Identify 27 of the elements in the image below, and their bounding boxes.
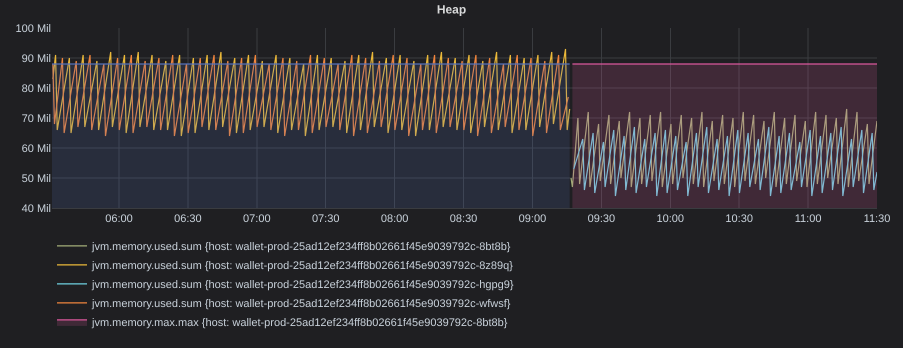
line-series: [573, 126, 877, 197]
x-tick-label: 10:30: [725, 213, 753, 226]
legend-label: jvm.memory.used.sum {host: wallet-prod-25ad12ef234ff8b02661f45e9039792c-hgpg9}: [91, 279, 514, 292]
y-tick-label: 60 Mil: [22, 142, 51, 155]
legend-label: jvm.memory.used.sum {host: wallet-prod-25ad12ef234ff8b02661f45e9039792c-8bt8b}: [91, 241, 511, 254]
chart-title: Heap: [436, 2, 466, 17]
y-tick-label: 50 Mil: [22, 172, 51, 185]
y-tick-label: 100 Mil: [16, 22, 51, 35]
x-tick-label: 10:00: [656, 213, 684, 226]
x-tick-label: 08:00: [380, 213, 408, 226]
x-tick-label: 06:00: [105, 213, 133, 226]
x-tick-label: 09:00: [518, 213, 546, 226]
x-tick-label: 08:30: [450, 213, 478, 226]
x-tick-label: 07:00: [243, 213, 271, 226]
legend-label: jvm.memory.used.sum {host: wallet-prod-25ad12ef234ff8b02661f45e9039792c-8z89q}: [91, 260, 514, 272]
x-tick-label: 09:30: [588, 213, 616, 226]
x-tick-label: 11:00: [794, 213, 822, 226]
legend-label: jvm.memory.used.sum {host: wallet-prod-25ad12ef234ff8b02661f45e9039792c-wfwsf}: [91, 298, 511, 310]
legend-label: jvm.memory.max.max {host: wallet-prod-25ad12ef234ff8b02661f45e9039792c-8bt8b}: [91, 317, 508, 330]
y-tick-label: 80 Mil: [22, 82, 51, 95]
x-tick-label: 07:30: [312, 213, 340, 226]
line-series: [570, 108, 877, 188]
y-tick-label: 70 Mil: [22, 112, 51, 125]
x-tick-label: 06:30: [174, 213, 202, 226]
y-tick-label: 90 Mil: [22, 52, 51, 65]
y-tick-label: 40 Mil: [22, 202, 51, 215]
x-tick-label: 11:30: [864, 213, 890, 226]
